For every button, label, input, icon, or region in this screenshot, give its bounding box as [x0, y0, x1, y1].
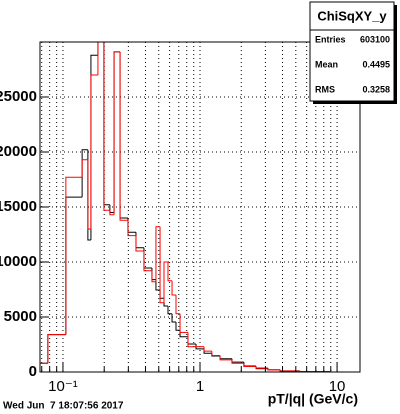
x-tick-label: 10⁻¹	[48, 378, 78, 395]
histogram-bin	[267, 368, 281, 371]
histogram-bin	[90, 74, 98, 229]
histograms	[40, 42, 360, 372]
stats-frame	[309, 1, 395, 102]
histogram-bin	[203, 346, 212, 352]
histogram-bin	[255, 366, 268, 370]
stats-value: 0.4495	[362, 59, 390, 69]
histogram-bin	[127, 220, 136, 237]
histogram-bin	[167, 262, 173, 282]
histogram-bin	[187, 332, 197, 348]
histogram-bin	[109, 210, 115, 216]
y-tick-label: 5000	[4, 308, 37, 325]
histogram-bin	[219, 355, 232, 361]
histogram-bin	[151, 270, 156, 283]
histogram-bin	[40, 362, 48, 372]
histogram-bin	[97, 42, 99, 75]
histogram-bin	[279, 370, 301, 372]
stats-label: Mean	[315, 59, 338, 69]
stats-value: 0.3258	[362, 84, 390, 94]
histogram-bin	[179, 313, 188, 333]
x-tick-label: 10	[329, 378, 346, 395]
stats-value: 603100	[360, 34, 390, 44]
histogram-bin	[195, 343, 205, 350]
x-tick-label: 1	[196, 378, 204, 395]
histogram-bin	[65, 176, 83, 335]
histogram-bin	[163, 261, 168, 303]
histogram-bin	[231, 359, 244, 364]
histogram-bin	[113, 51, 121, 215]
histogram-bin	[243, 363, 256, 367]
histogram-bin	[175, 321, 181, 331]
stats-label: Entries	[315, 34, 346, 44]
stats-title: ChiSqXY_y	[317, 8, 387, 23]
histogram-bin	[155, 226, 161, 282]
histogram-bin	[171, 280, 176, 296]
histogram-bin	[103, 42, 110, 211]
histogram-bin	[167, 306, 173, 315]
y-tick-label: 0	[29, 363, 37, 380]
axes: 0 5000 10000 15000 20000 25000 10⁻¹ 1 10	[0, 88, 345, 395]
stats-box: ChiSqXY_y Entries 603100 Mean 0.4495 RMS 0.32…	[309, 1, 397, 104]
y-tick-label: 25000	[0, 88, 37, 105]
y-tick-label: 20000	[0, 143, 37, 160]
y-tick-label: 15000	[0, 198, 37, 215]
histogram-bin	[87, 159, 91, 230]
histogram-bin	[211, 351, 221, 356]
histogram-bin	[159, 226, 164, 304]
histogram-bin	[175, 295, 181, 315]
histogram-bin	[81, 149, 88, 198]
x-axis-label: pT/|q| (GeV/c)	[268, 391, 358, 407]
histogram-bin	[119, 51, 128, 221]
stats-label: RMS	[315, 84, 335, 94]
histogram-bin	[135, 235, 144, 252]
timestamp: Wed Jun 7 18:07:56 2017	[3, 401, 124, 412]
histogram-bin	[171, 313, 176, 323]
histogram-bin	[81, 159, 88, 178]
histogram-bin	[155, 279, 161, 291]
histogram-bin	[143, 251, 152, 272]
histogram-bin	[47, 334, 66, 364]
y-tick-label: 10000	[0, 253, 37, 270]
